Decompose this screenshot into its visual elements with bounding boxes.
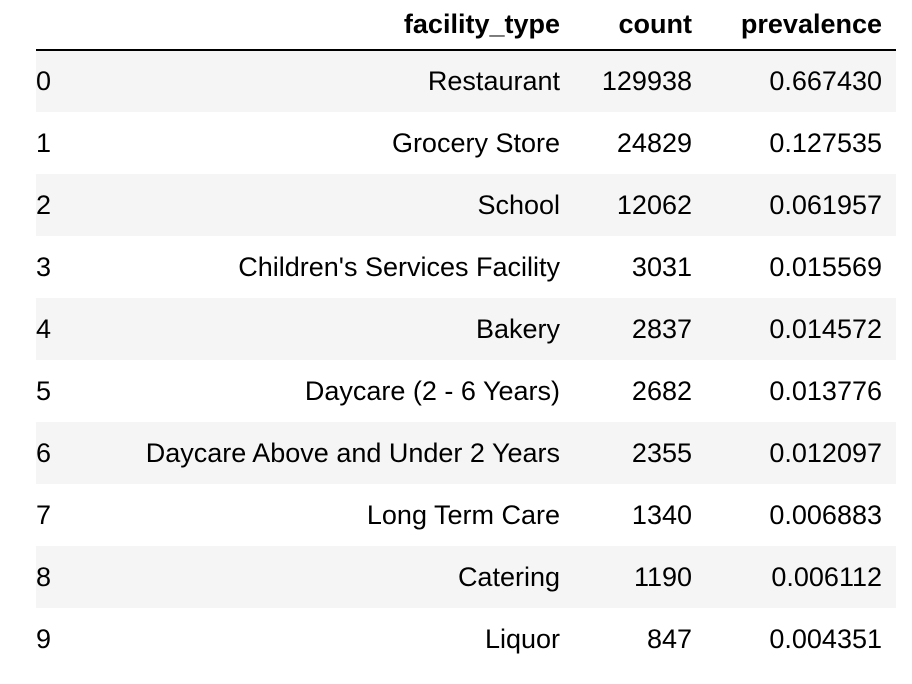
cell-prevalence: 0.127535 [769, 127, 882, 158]
cell-facility-type: Bakery [475, 313, 560, 344]
table-row: 6 Daycare Above and Under 2 Years 2355 0… [36, 422, 896, 484]
cell-count: 12062 [616, 189, 692, 220]
table-row: 9 Liquor 847 0.004351 [36, 608, 896, 670]
cell-prevalence: 0.004351 [769, 623, 882, 654]
table-row: 7 Long Term Care 1340 0.006883 [36, 484, 896, 546]
table-row: 4 Bakery 2837 0.014572 [36, 298, 896, 360]
table-row: 8 Catering 1190 0.006112 [36, 546, 896, 608]
table-header: facility_type count prevalence [36, 0, 896, 51]
row-index: 3 [36, 251, 52, 282]
header-row: facility_type count prevalence [36, 0, 896, 51]
row-index: 4 [36, 313, 52, 344]
cell-count: 1190 [633, 561, 692, 592]
cell-prevalence: 0.667430 [769, 66, 882, 96]
column-header-count: count [560, 0, 692, 51]
row-index: 2 [36, 189, 52, 220]
row-index: 5 [36, 375, 52, 406]
row-index: 0 [36, 66, 52, 96]
dataframe-table: facility_type count prevalence 0 Restaur… [36, 0, 896, 670]
cell-facility-type: Grocery Store [391, 127, 560, 158]
cell-count: 129938 [601, 66, 692, 96]
table-row: 5 Daycare (2 - 6 Years) 2682 0.013776 [36, 360, 896, 422]
column-header-index [36, 0, 94, 51]
cell-prevalence: 0.006112 [771, 561, 882, 592]
cell-prevalence: 0.061957 [769, 189, 882, 220]
cell-facility-type: Daycare Above and Under 2 Years [145, 437, 560, 468]
cell-facility-type: Children's Services Facility [238, 251, 560, 282]
cell-prevalence: 0.014572 [769, 313, 882, 344]
dataframe-output: facility_type count prevalence 0 Restaur… [36, 0, 896, 670]
cell-count: 3031 [631, 251, 692, 282]
row-index: 7 [36, 499, 52, 530]
cell-prevalence: 0.012097 [769, 437, 882, 468]
table-row: 1 Grocery Store 24829 0.127535 [36, 112, 896, 174]
cell-count: 1340 [631, 499, 692, 530]
cell-prevalence: 0.006883 [769, 499, 882, 530]
cell-facility-type: Long Term Care [366, 499, 560, 530]
cell-facility-type: Catering [457, 561, 560, 592]
cell-count: 2837 [631, 313, 692, 344]
cell-facility-type: Daycare (2 - 6 Years) [304, 375, 560, 406]
cell-prevalence: 0.015569 [769, 251, 882, 282]
cell-count: 2682 [631, 375, 692, 406]
cell-count: 2355 [631, 437, 692, 468]
row-index: 8 [36, 561, 52, 592]
column-header-prevalence: prevalence [692, 0, 896, 51]
row-index: 6 [36, 437, 52, 468]
cell-count: 847 [646, 623, 692, 654]
cell-facility-type: Liquor [484, 623, 560, 654]
table-row: 3 Children's Services Facility 3031 0.01… [36, 236, 896, 298]
column-header-facility-type: facility_type [94, 0, 560, 51]
row-index: 9 [36, 623, 52, 654]
cell-facility-type: School [477, 189, 560, 220]
cell-count: 24829 [616, 127, 692, 158]
table-row: 0 Restaurant 129938 0.667430 [36, 50, 896, 112]
row-index: 1 [36, 127, 52, 158]
table-body: 0 Restaurant 129938 0.667430 1 Grocery S… [36, 50, 896, 670]
table-row: 2 School 12062 0.061957 [36, 174, 896, 236]
cell-facility-type: Restaurant [427, 66, 560, 96]
cell-prevalence: 0.013776 [769, 375, 882, 406]
